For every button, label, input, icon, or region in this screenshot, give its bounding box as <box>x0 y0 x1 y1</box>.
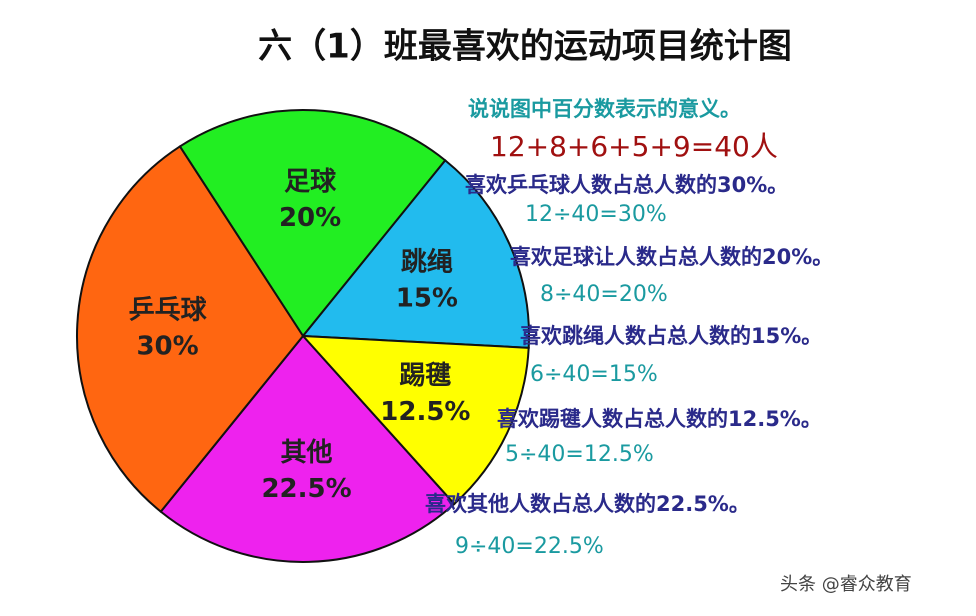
watermark: 头条 @睿众教育 <box>780 574 912 595</box>
slice-name: 踢毽 <box>399 361 451 391</box>
chart-title: 六（1）班最喜欢的运动项目统计图 <box>258 27 792 67</box>
annotation: 喜欢其他人数占总人数的22.5%。 <box>425 492 750 516</box>
annotation: 喜欢踢毽人数占总人数的12.5%。 <box>497 407 822 431</box>
annotation: 6÷40=15% <box>530 362 658 387</box>
annotation: 说说图中百分数表示的意义。 <box>468 97 741 121</box>
slice-name: 乒乓球 <box>129 295 208 325</box>
annotation: 12÷40=30% <box>525 202 667 227</box>
slice-name: 跳绳 <box>401 247 453 277</box>
annotation: 喜欢跳绳人数占总人数的15%。 <box>520 324 822 348</box>
annotation: 5÷40=12.5% <box>505 442 654 467</box>
annotation: 喜欢乒乓球人数占总人数的30%。 <box>465 173 788 197</box>
pie-slice <box>76 145 305 514</box>
slice-name: 足球 <box>284 167 337 197</box>
pie-slice <box>300 334 530 506</box>
pie-slice <box>300 158 530 349</box>
pie-slice <box>159 334 456 563</box>
slice-percent: 30% <box>136 331 198 361</box>
slice-percent: 15% <box>396 283 458 313</box>
annotation: 12+8+6+5+9=40人 <box>490 130 778 163</box>
slice-percent: 22.5% <box>261 474 351 504</box>
slice-percent: 20% <box>279 203 341 233</box>
slice-name: 其他 <box>281 438 333 468</box>
annotation: 9÷40=22.5% <box>455 534 604 559</box>
pie-slice <box>178 109 447 338</box>
annotation: 8÷40=20% <box>540 282 668 307</box>
annotation: 喜欢足球让人数占总人数的20%。 <box>510 245 833 269</box>
slice-percent: 12.5% <box>380 397 470 427</box>
